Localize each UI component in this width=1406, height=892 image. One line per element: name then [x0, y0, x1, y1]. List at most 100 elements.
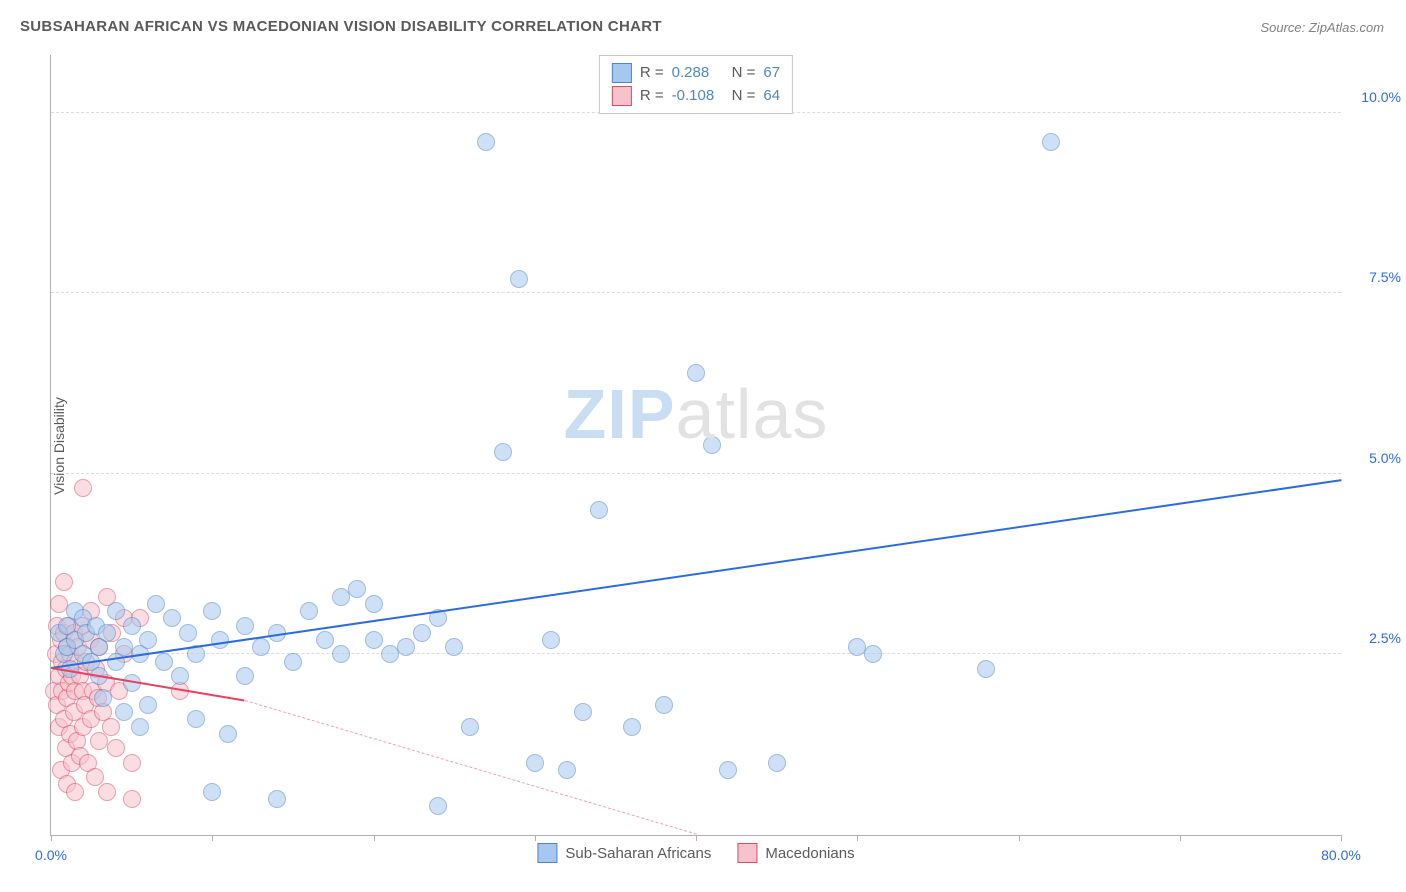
data-point: [107, 739, 125, 757]
gridline: [51, 473, 1341, 474]
legend-row-series2: R = -0.108 N = 64: [612, 85, 780, 108]
data-point: [1042, 133, 1060, 151]
data-point: [397, 638, 415, 656]
data-point: [558, 761, 576, 779]
data-point: [171, 667, 189, 685]
data-point: [98, 624, 116, 642]
data-point: [316, 631, 334, 649]
correlation-legend: R = 0.288 N = 67 R = -0.108 N = 64: [599, 55, 793, 114]
data-point: [977, 660, 995, 678]
y-tick-label: 2.5%: [1346, 630, 1401, 646]
data-point: [139, 631, 157, 649]
data-point: [66, 783, 84, 801]
swatch-series1-bottom: [537, 843, 557, 863]
data-point: [74, 479, 92, 497]
data-point: [123, 617, 141, 635]
data-point: [187, 710, 205, 728]
data-point: [131, 718, 149, 736]
data-point: [284, 653, 302, 671]
n-value-series2: 64: [763, 85, 780, 108]
n-label: N =: [732, 62, 756, 85]
data-point: [687, 364, 705, 382]
scatter-chart: ZIPatlas R = 0.288 N = 67 R = -0.108 N =…: [50, 55, 1341, 836]
data-point: [445, 638, 463, 656]
data-point: [86, 768, 104, 786]
data-point: [147, 595, 165, 613]
data-point: [179, 624, 197, 642]
data-point: [203, 602, 221, 620]
source-attribution: Source: ZipAtlas.com: [1260, 20, 1384, 35]
data-point: [107, 602, 125, 620]
legend-row-series1: R = 0.288 N = 67: [612, 62, 780, 85]
x-tick: [374, 835, 375, 841]
data-point: [623, 718, 641, 736]
data-point: [461, 718, 479, 736]
data-point: [300, 602, 318, 620]
data-point: [864, 645, 882, 663]
y-tick-label: 5.0%: [1346, 450, 1401, 466]
gridline: [51, 653, 1341, 654]
x-tick: [51, 835, 52, 841]
data-point: [236, 617, 254, 635]
data-point: [211, 631, 229, 649]
y-tick-label: 7.5%: [1346, 269, 1401, 285]
x-tick-label: 0.0%: [35, 847, 67, 863]
swatch-series2-bottom: [737, 843, 757, 863]
series-legend: Sub-Saharan Africans Macedonians: [537, 843, 854, 863]
data-point: [123, 754, 141, 772]
data-point: [477, 133, 495, 151]
data-point: [510, 270, 528, 288]
data-point: [139, 696, 157, 714]
data-point: [155, 653, 173, 671]
x-tick: [1019, 835, 1020, 841]
data-point: [348, 580, 366, 598]
data-point: [768, 754, 786, 772]
x-tick: [212, 835, 213, 841]
trend-line: [51, 479, 1341, 669]
data-point: [719, 761, 737, 779]
data-point: [429, 797, 447, 815]
data-point: [332, 645, 350, 663]
data-point: [219, 725, 237, 743]
gridline: [51, 292, 1341, 293]
watermark-part2: atlas: [676, 375, 829, 453]
x-tick: [696, 835, 697, 841]
data-point: [268, 790, 286, 808]
data-point: [55, 573, 73, 591]
r-label: R =: [640, 62, 664, 85]
data-point: [203, 783, 221, 801]
y-tick-label: 10.0%: [1346, 89, 1401, 105]
series2-name: Macedonians: [765, 845, 854, 862]
data-point: [252, 638, 270, 656]
n-label: N =: [732, 85, 756, 108]
x-tick: [535, 835, 536, 841]
r-value-series2: -0.108: [672, 85, 724, 108]
data-point: [703, 436, 721, 454]
swatch-series1: [612, 63, 632, 83]
swatch-series2: [612, 86, 632, 106]
data-point: [542, 631, 560, 649]
data-point: [94, 689, 112, 707]
data-point: [163, 609, 181, 627]
legend-item-series2: Macedonians: [737, 843, 854, 863]
series1-name: Sub-Saharan Africans: [565, 845, 711, 862]
data-point: [590, 501, 608, 519]
data-point: [102, 718, 120, 736]
data-point: [494, 443, 512, 461]
data-point: [413, 624, 431, 642]
chart-title: SUBSAHARAN AFRICAN VS MACEDONIAN VISION …: [20, 18, 662, 35]
data-point: [655, 696, 673, 714]
watermark-part1: ZIP: [564, 375, 676, 453]
x-tick: [1180, 835, 1181, 841]
legend-item-series1: Sub-Saharan Africans: [537, 843, 711, 863]
data-point: [574, 703, 592, 721]
data-point: [115, 703, 133, 721]
data-point: [123, 790, 141, 808]
x-tick-label: 80.0%: [1321, 847, 1361, 863]
data-point: [365, 631, 383, 649]
r-value-series1: 0.288: [672, 62, 724, 85]
watermark: ZIPatlas: [564, 374, 829, 454]
r-label: R =: [640, 85, 664, 108]
x-tick: [1341, 835, 1342, 841]
data-point: [236, 667, 254, 685]
